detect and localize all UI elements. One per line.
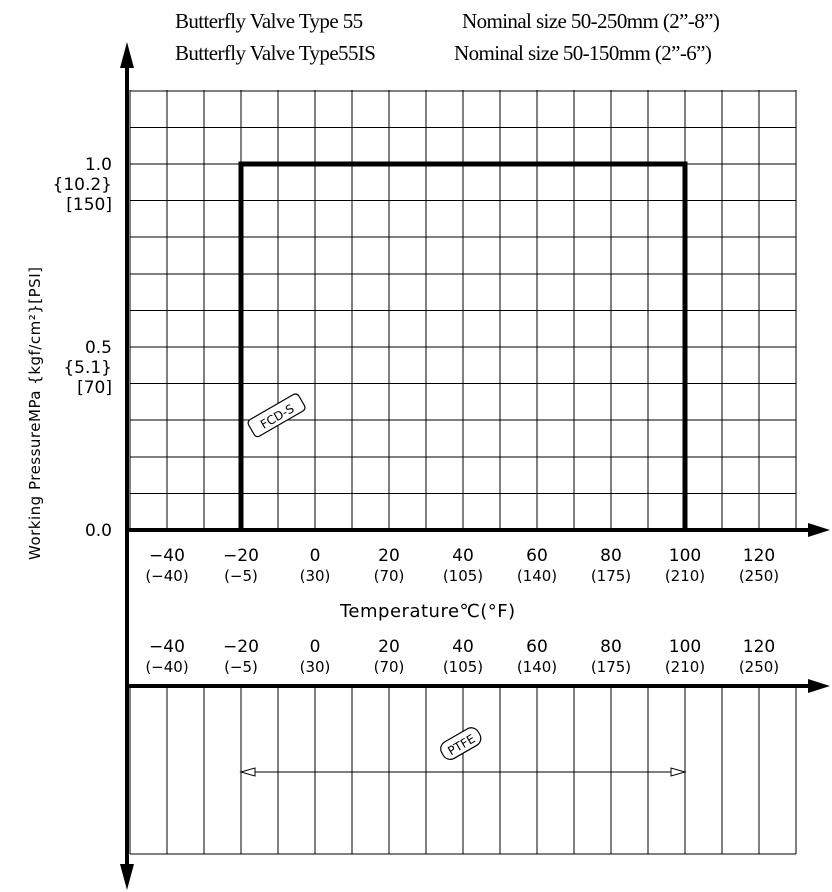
x-tick-sublabel: (70) <box>374 658 405 676</box>
x-tick-label: 80 <box>600 637 622 657</box>
ptfe-range-arrow-left <box>239 767 256 777</box>
x-tick-sublabel: (−40) <box>145 567 188 585</box>
x-tick-sublabel: (250) <box>739 567 779 585</box>
x-tick-label: −20 <box>223 637 259 657</box>
x-tick-label: 100 <box>669 546 701 566</box>
y-tick-label: [150] <box>66 195 112 215</box>
x-tick-label: −40 <box>149 637 185 657</box>
title-line-1-type: Butterfly Valve Type 55 <box>175 9 363 33</box>
x-tick-label: 0 <box>310 637 321 657</box>
y-axis-arrow-down <box>120 864 134 890</box>
upper-grid <box>129 90 797 531</box>
series-label-tag: FCD-S <box>247 393 306 438</box>
x-tick-sublabel: (−5) <box>224 567 258 585</box>
x-tick-sublabel: (210) <box>665 567 705 585</box>
ptfe-label-tag: PTFE <box>440 727 482 760</box>
y-tick-label: {10.2} <box>53 175 112 195</box>
x-tick-label: −20 <box>223 546 259 566</box>
x-tick-sublabel: (30) <box>300 658 331 676</box>
x-tick-label: 80 <box>600 546 622 566</box>
x-axis-title: Temperature℃(°F) <box>339 601 516 622</box>
y-tick-label: [70] <box>77 378 112 398</box>
lower-axes <box>127 679 830 693</box>
y-axis-title: Working PressureMPa {kgf/cm²}[PSI] <box>26 267 44 560</box>
y-tick-label: {5.1} <box>63 358 112 378</box>
y-tick-labels: 1.0{10.2}[150] 0.5{5.1}[70] 0.0 <box>53 155 112 541</box>
title-line-1-size: Nominal size 50-250mm (2”-8”) <box>462 9 720 33</box>
series-line-fcd-s <box>238 161 688 530</box>
x-tick-label: 0 <box>310 546 321 566</box>
title-block: Butterfly Valve Type 55 Nominal size 50-… <box>175 9 720 65</box>
x-tick-label: 60 <box>526 546 548 566</box>
x-axis-arrow-upper <box>808 523 830 537</box>
x-tick-sublabel: (70) <box>374 567 405 585</box>
x-tick-label: 120 <box>743 546 775 566</box>
y-tick-label: 1.0 <box>85 155 112 175</box>
x-tick-sublabel: (30) <box>300 567 331 585</box>
x-tick-sublabel: (−5) <box>224 658 258 676</box>
x-tick-sublabel: (175) <box>591 658 631 676</box>
x-tick-label: 60 <box>526 637 548 657</box>
x-tick-label: 120 <box>743 637 775 657</box>
x-tick-sublabel: (105) <box>443 658 483 676</box>
x-tick-label: −40 <box>149 546 185 566</box>
upper-axes <box>120 42 830 890</box>
x-tick-sublabel: (−40) <box>145 658 188 676</box>
x-tick-label: 100 <box>669 637 701 657</box>
upper-x-tick-labels: −40(−40) −20(−5) 0(30) 20(70) 40(105) 60(140)… <box>145 546 779 585</box>
y-tick-label: 0.0 <box>85 521 112 541</box>
y-tick-label: 0.5 <box>85 338 112 358</box>
y-axis-arrow-up <box>120 42 134 68</box>
x-axis-arrow-lower <box>808 679 830 693</box>
x-tick-sublabel: (140) <box>517 567 557 585</box>
x-tick-label: 40 <box>452 637 474 657</box>
x-tick-sublabel: (105) <box>443 567 483 585</box>
x-tick-sublabel: (140) <box>517 658 557 676</box>
title-line-2-size: Nominal size 50-150mm (2”-6”) <box>454 41 712 65</box>
x-tick-label: 20 <box>378 637 400 657</box>
series-label-box <box>247 393 306 438</box>
x-tick-label: 20 <box>378 546 400 566</box>
lower-grid <box>129 686 797 855</box>
x-tick-sublabel: (250) <box>739 658 779 676</box>
ptfe-label-box <box>440 727 482 760</box>
lower-x-tick-labels: −40(−40) −20(−5) 0(30) 20(70) 40(105) 60(140)… <box>145 637 779 676</box>
title-line-2-type: Butterfly Valve Type55IS <box>175 41 375 65</box>
x-tick-sublabel: (175) <box>591 567 631 585</box>
ptfe-range-arrow-right <box>670 767 687 777</box>
x-tick-sublabel: (210) <box>665 658 705 676</box>
x-tick-label: 40 <box>452 546 474 566</box>
